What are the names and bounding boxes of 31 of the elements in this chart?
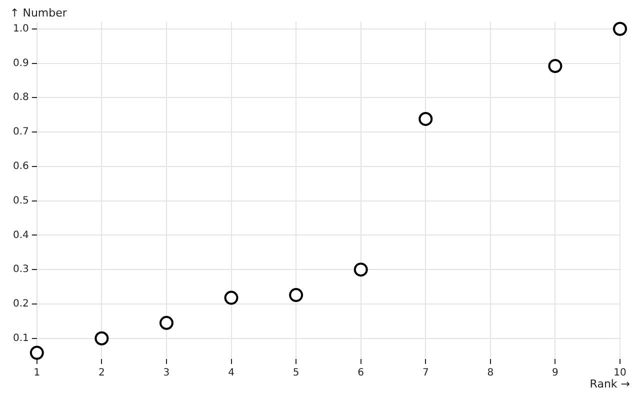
y-tick-label: 0.1 [12, 332, 29, 344]
point [548, 59, 562, 74]
y-tick-label: 0.4 [12, 230, 29, 241]
x-tick-label: 8 [487, 368, 494, 379]
x-axis-title: Rank → [590, 377, 630, 390]
x-tick-label: 2 [98, 368, 105, 379]
x-tick-label: 6 [358, 368, 364, 379]
point [354, 262, 368, 277]
y-tick-label: 0.8 [12, 92, 29, 104]
x-tick-label: 4 [228, 368, 234, 379]
point [289, 288, 304, 302]
y-tick-label: 0.6 [12, 161, 29, 172]
x-tick-label: 7 [422, 368, 429, 379]
point [30, 346, 44, 360]
point [613, 22, 627, 36]
point [224, 290, 238, 305]
x-tick-label: 5 [292, 368, 300, 379]
y-tick-label: 0.2 [12, 298, 29, 310]
y-tick-label: 0.3 [12, 264, 29, 276]
y-tick-label: 1.0 [12, 23, 29, 34]
x-tick-label: 1 [34, 368, 40, 379]
point [418, 112, 433, 126]
point [94, 331, 109, 346]
y-axis-title: ↑ Number [10, 6, 68, 20]
y-tick-label: 0.9 [12, 58, 29, 69]
x-tick-label: 3 [163, 368, 170, 379]
x-tick-label: 10 [614, 368, 626, 379]
point [159, 316, 174, 330]
x-tick-label: 9 [552, 368, 558, 379]
y-tick-label: 0.5 [12, 195, 29, 206]
y-tick-label: 0.7 [12, 126, 29, 138]
